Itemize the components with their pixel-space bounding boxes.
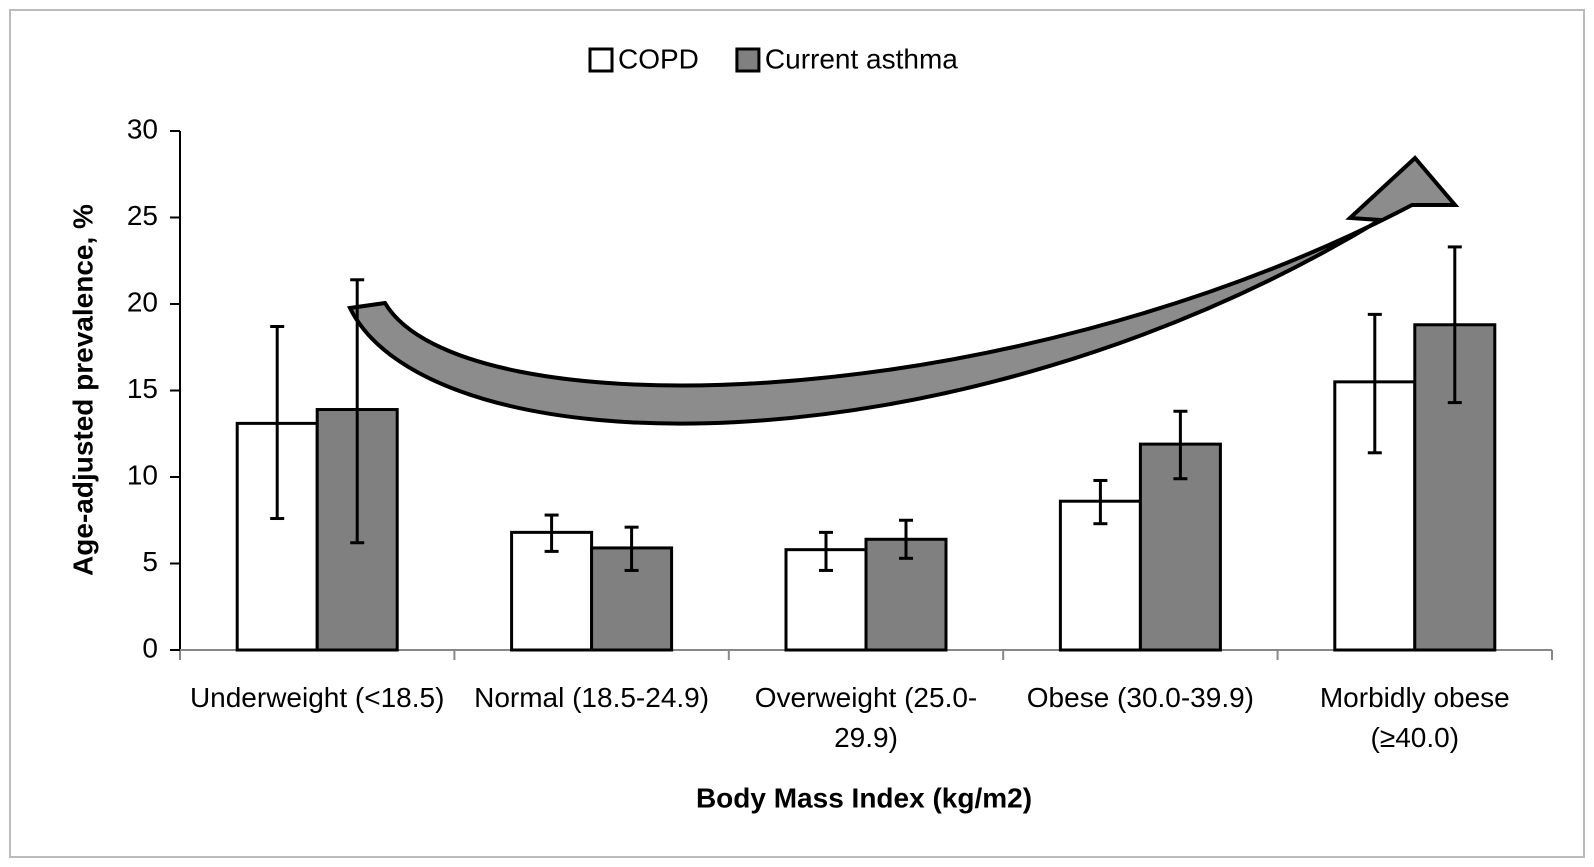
legend-swatch — [588, 47, 614, 73]
x-tick-label: Obese (30.0-39.9) — [1026, 682, 1255, 713]
error-bar — [1367, 312, 1382, 455]
error-bar — [1447, 245, 1462, 405]
x-axis-title: Body Mass Index (kg/m2) — [696, 782, 1032, 813]
error-bar — [270, 324, 285, 521]
y-tick-label: 10 — [127, 459, 158, 490]
y-axis-title: Age-adjusted prevalence, % — [67, 204, 98, 576]
error-bar — [819, 530, 833, 572]
y-tick-label: 15 — [127, 373, 158, 404]
x-tick-label: Normal (18.5-24.9) — [474, 682, 710, 713]
error-bar — [624, 525, 639, 572]
legend-label: COPD — [618, 43, 699, 74]
y-tick-label: 30 — [127, 113, 158, 144]
error-bar — [350, 278, 365, 545]
error-bar — [899, 518, 913, 560]
trend-arrow — [346, 155, 1460, 426]
error-bar — [1093, 478, 1108, 526]
x-tick-label: Overweight (25.0-29.9) — [754, 682, 978, 753]
y-tick-label: 20 — [127, 286, 158, 317]
y-tick-label: 0 — [142, 632, 158, 663]
y-tick-label: 5 — [142, 546, 158, 577]
legend-label: Current asthma — [765, 43, 958, 74]
y-tick-label: 25 — [127, 200, 158, 231]
frame — [9, 9, 1585, 858]
x-tick-label: Underweight (<18.5) — [189, 682, 445, 713]
error-bar — [1173, 409, 1188, 481]
x-tick-label: Morbidly obese (≥40.0) — [1319, 682, 1510, 753]
legend-swatch — [735, 47, 761, 73]
error-bar — [544, 513, 559, 553]
